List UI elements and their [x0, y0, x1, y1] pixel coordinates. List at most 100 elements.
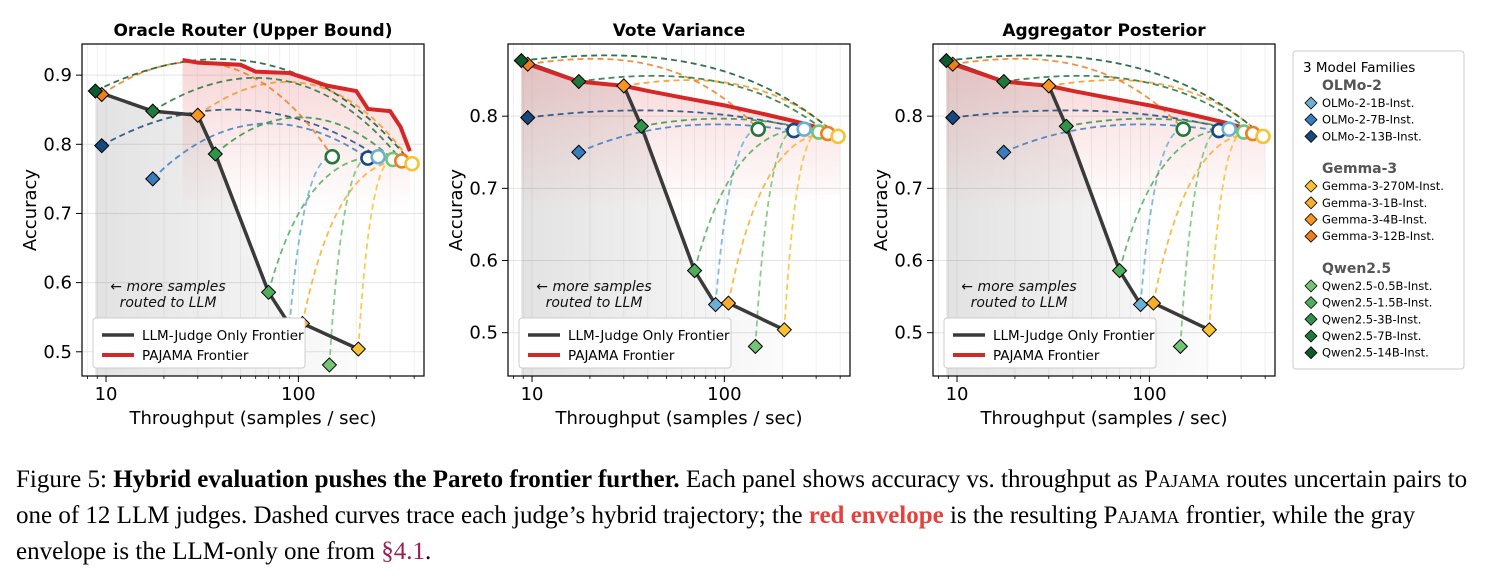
- family-legend-marker: [1304, 312, 1318, 326]
- y-tick-label: 0.7: [894, 178, 923, 199]
- family-legend-marker: [1304, 279, 1318, 293]
- judge-marker: [1058, 118, 1075, 134]
- legend-label-llm: LLM-Judge Only Frontier: [142, 328, 304, 344]
- y-tick-label: 0.5: [469, 323, 498, 344]
- judge-marker: [1145, 295, 1162, 311]
- judge-marker: [87, 83, 104, 99]
- chart-title: Aggregator Posterior: [1002, 21, 1206, 41]
- judge-marker: [1172, 338, 1189, 355]
- judge-marker: [145, 103, 161, 119]
- judge-marker: [616, 78, 632, 94]
- x-tick-label: 10: [521, 384, 544, 405]
- trajectory-endpoint: [370, 148, 386, 165]
- y-tick-label: 0.7: [43, 203, 72, 224]
- family-heading: Gemma-3: [1322, 161, 1397, 177]
- hybrid-trajectory: [1139, 128, 1184, 305]
- family-legend-marker: [1304, 179, 1318, 193]
- x-axis-label: Throughput (samples / sec): [555, 408, 803, 429]
- family-legend-item: Qwen2.5-0.5B-Inst.: [1322, 279, 1432, 293]
- legend-label-llm: LLM-Judge Only Frontier: [993, 328, 1155, 344]
- frontier-legend: LLM-Judge Only Frontier PAJAMA Frontier: [943, 317, 1157, 369]
- caption-pajama-1: Pajama: [1144, 466, 1221, 493]
- hybrid-trajectory: [1003, 123, 1220, 154]
- chart-panel-3: Aggregator Posterior 10 100 0.5 0.6 0.7 0.8 Thr…: [871, 21, 1276, 429]
- families-legend-title: 3 Model Families: [1303, 60, 1415, 76]
- hybrid-trajectory: [328, 157, 369, 365]
- chart-title: Oracle Router (Upper Bound): [113, 21, 392, 41]
- annotation-line-2: routed to LLM: [120, 295, 217, 311]
- family-heading: OLMo-2: [1322, 78, 1382, 94]
- judge-marker: [145, 171, 161, 187]
- hybrid-trajectory: [152, 76, 403, 162]
- chart-title: Vote Variance: [613, 21, 746, 41]
- legend-label-llm: LLM-Judge Only Frontier: [568, 328, 730, 344]
- judge-marker: [520, 109, 536, 126]
- hybrid-trajectories: [946, 54, 1264, 347]
- trajectory-endpoint: [830, 128, 846, 145]
- hybrid-trajectory: [578, 74, 829, 135]
- family-legend-item: OLMo-2-7B-Inst.: [1322, 113, 1414, 127]
- hybrid-trajectory: [693, 128, 805, 271]
- family-legend-marker: [1304, 212, 1318, 227]
- y-axis-label: Accuracy: [20, 169, 41, 252]
- judge-marker: [945, 109, 961, 126]
- judge-marker: [996, 73, 1012, 90]
- caption-red-envelope: red envelope: [808, 502, 944, 529]
- judge-marker: [1111, 262, 1128, 279]
- families-legend-box: [1292, 50, 1465, 370]
- y-tick-label: 0.6: [43, 273, 72, 294]
- hybrid-trajectory: [521, 54, 839, 138]
- x-tick-label: 100: [281, 384, 315, 405]
- hybrid-trajectory: [714, 128, 759, 305]
- caption-text-2: routes uncertain pairs to one of 12 LLM …: [16, 466, 1468, 529]
- y-tick-label: 0.9: [43, 65, 72, 86]
- hybrid-trajectory: [214, 116, 394, 161]
- caption-text-1: Each panel shows accuracy vs. throughput…: [685, 466, 1138, 493]
- family-legend-marker: [1304, 296, 1318, 310]
- trajectory-endpoint: [796, 121, 812, 137]
- caption-text-3: is the resulting: [949, 502, 1098, 529]
- annotation-line-2: routed to LLM: [546, 295, 643, 311]
- hybrid-trajectory: [952, 57, 1184, 130]
- hybrid-trajectory: [527, 57, 759, 130]
- family-legend-item: Qwen2.5-3B-Inst.: [1322, 312, 1421, 326]
- llm-frontier-area: [95, 91, 359, 377]
- hybrid-trajectory: [101, 108, 379, 158]
- family-legend-marker: [1304, 96, 1318, 110]
- y-tick-label: 0.7: [469, 178, 498, 199]
- x-axis-label: Throughput (samples / sec): [129, 408, 377, 429]
- hybrid-trajectory: [1066, 117, 1245, 133]
- family-legend-item: OLMo-2-13B-Inst.: [1322, 129, 1422, 143]
- caption-label: Figure 5:: [16, 466, 107, 493]
- caption-bold: Hybrid evaluation pushes the Pareto fron…: [113, 466, 680, 493]
- judge-marker: [571, 73, 587, 90]
- hybrid-trajectory: [1003, 74, 1254, 135]
- plot-frame: [507, 43, 851, 377]
- judge-marker: [260, 284, 277, 301]
- frontier-legend: LLM-Judge Only Frontier PAJAMA Frontier: [92, 317, 306, 369]
- family-legend-marker: [1304, 329, 1318, 343]
- frontier-legend: LLM-Judge Only Frontier PAJAMA Frontier: [518, 317, 732, 369]
- legend-box: [92, 317, 306, 369]
- judge-marker: [571, 144, 587, 160]
- judge-marker: [513, 52, 530, 69]
- annotation-line-1: ← more samples: [110, 279, 225, 295]
- legend-box: [518, 317, 732, 369]
- x-axis-label: Throughput (samples / sec): [980, 408, 1228, 429]
- judge-marker: [190, 107, 206, 123]
- x-tick-label: 10: [946, 384, 969, 405]
- judge-marker: [686, 262, 703, 279]
- hybrid-trajectories: [521, 54, 839, 347]
- family-legend-marker: [1304, 346, 1318, 360]
- legend-label-pajama: PAJAMA Frontier: [142, 348, 249, 364]
- model-families-legend: 3 Model Families OLMo-2 OLMo-2-1B-Inst. OLM…: [1292, 50, 1465, 370]
- annotation-line-1: ← more samples: [536, 279, 651, 295]
- family-legend-marker: [1304, 113, 1318, 127]
- family-legend-marker: [1304, 229, 1318, 243]
- legend-box: [943, 317, 1157, 369]
- trajectory-endpoint: [750, 121, 767, 137]
- judge-marker: [707, 296, 724, 313]
- caption-section-ref[interactable]: §4.1: [381, 538, 425, 565]
- y-axis-label: Accuracy: [871, 169, 892, 252]
- hybrid-trajectory: [301, 159, 402, 324]
